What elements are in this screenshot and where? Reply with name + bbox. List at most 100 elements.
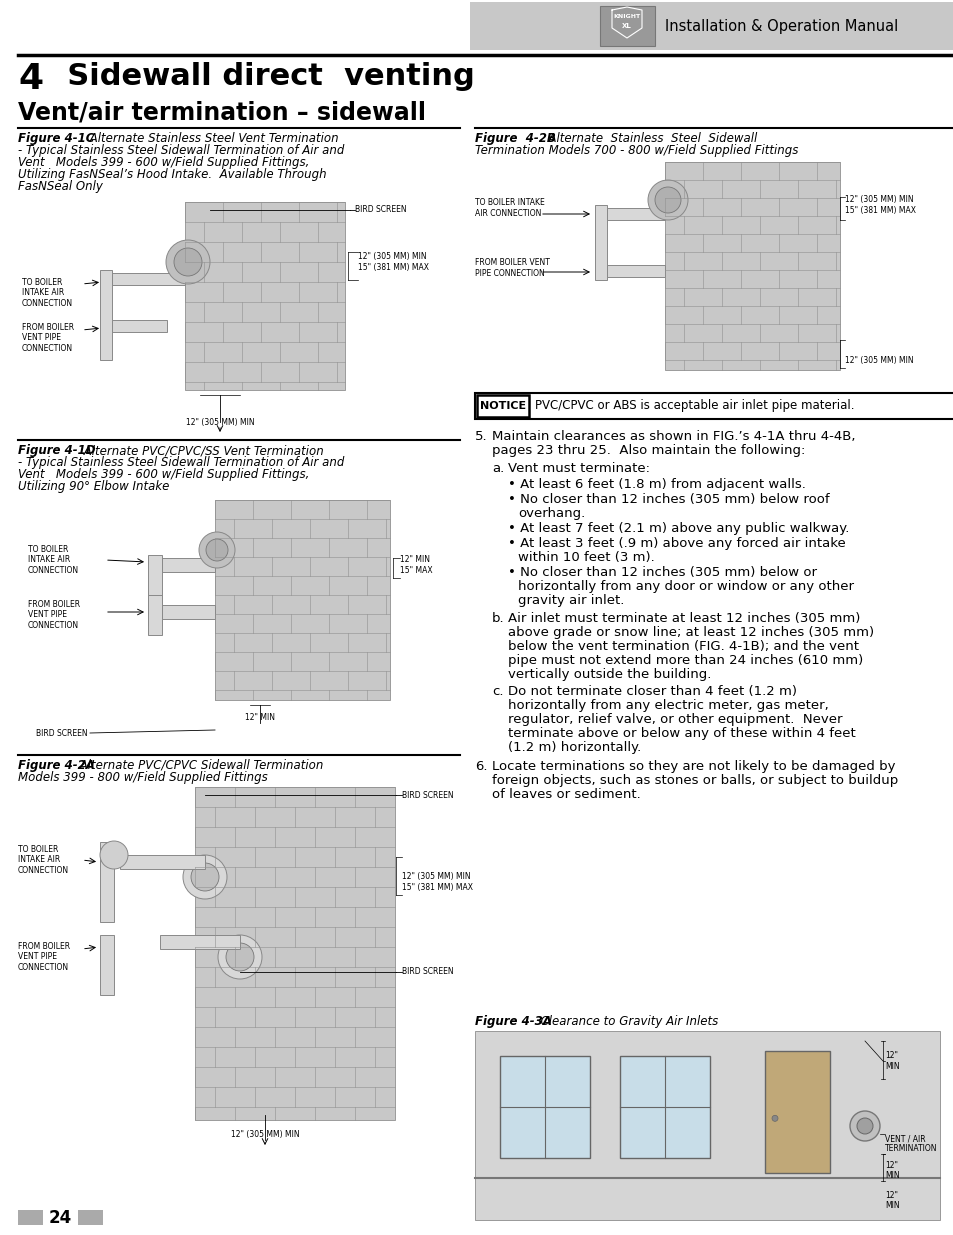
Text: Figure 4-1C: Figure 4-1C [18, 132, 94, 144]
Text: FROM BOILER
VENT PIPE
CONNECTION: FROM BOILER VENT PIPE CONNECTION [22, 324, 74, 353]
Text: PVC/CPVC or ABS is acceptable air inlet pipe material.: PVC/CPVC or ABS is acceptable air inlet … [535, 399, 854, 412]
Text: BIRD SCREEN: BIRD SCREEN [355, 205, 406, 215]
Text: VENT / AIR
TERMINATION: VENT / AIR TERMINATION [884, 1134, 937, 1153]
Circle shape [191, 863, 219, 890]
Text: 24: 24 [49, 1209, 71, 1228]
Text: • At least 7 feet (2.1 m) above any public walkway.: • At least 7 feet (2.1 m) above any publ… [507, 522, 848, 535]
Bar [606, 207, 664, 220]
Text: • No closer than 12 inches (305 mm) below or: • No closer than 12 inches (305 mm) belo… [507, 566, 816, 579]
Text: TO BOILER INTAKE
AIR CONNECTION: TO BOILER INTAKE AIR CONNECTION [475, 199, 544, 217]
Text: pipe must not extend more than 24 inches (610 mm): pipe must not extend more than 24 inches… [507, 655, 862, 667]
Text: • No closer than 12 inches (305 mm) below roof: • No closer than 12 inches (305 mm) belo… [507, 493, 829, 506]
Text: FROM BOILER VENT
PIPE CONNECTION: FROM BOILER VENT PIPE CONNECTION [475, 258, 549, 278]
Text: gravity air inlet.: gravity air inlet. [517, 594, 623, 606]
Text: Air inlet must terminate at least 12 inches (305 mm): Air inlet must terminate at least 12 inc… [507, 613, 860, 625]
Text: BIRD SCREEN: BIRD SCREEN [36, 729, 88, 737]
Bar [148, 595, 162, 635]
Text: of leaves or sediment.: of leaves or sediment. [492, 788, 640, 802]
Circle shape [206, 538, 228, 561]
Circle shape [218, 935, 262, 979]
Text: FROM BOILER
VENT PIPE
CONNECTION: FROM BOILER VENT PIPE CONNECTION [18, 942, 71, 972]
Circle shape [226, 944, 253, 971]
Text: Vent/air termination – sidewall: Vent/air termination – sidewall [18, 100, 426, 124]
Text: Vent must terminate:: Vent must terminate: [507, 462, 649, 475]
Text: Termination Models 700 - 800 w/Field Supplied Fittings: Termination Models 700 - 800 w/Field Sup… [475, 144, 798, 157]
Text: terminate above or below any of these within 4 feet: terminate above or below any of these wi… [507, 727, 855, 740]
Text: overhang.: overhang. [517, 508, 584, 520]
Text: Alternate PVC/CPVC/SS Vent Termination: Alternate PVC/CPVC/SS Vent Termination [80, 445, 323, 457]
Text: 12" (305 MM) MIN: 12" (305 MM) MIN [186, 417, 254, 426]
Text: 12"
MIN: 12" MIN [884, 1051, 899, 1071]
Text: Sidewall direct  venting: Sidewall direct venting [46, 62, 475, 91]
Text: • At least 6 feet (1.8 m) from adjacent walls.: • At least 6 feet (1.8 m) from adjacent … [507, 478, 805, 492]
Text: - Typical Stainless Steel Sidewall Termination of Air and: - Typical Stainless Steel Sidewall Termi… [18, 456, 344, 469]
Bar [595, 205, 606, 280]
Text: vertically outside the building.: vertically outside the building. [507, 668, 711, 680]
Bar [194, 787, 395, 1120]
Text: Figure 4-3A: Figure 4-3A [475, 1015, 551, 1028]
Text: Alternate PVC/CPVC Sidewall Termination: Alternate PVC/CPVC Sidewall Termination [76, 760, 323, 772]
Text: b.: b. [492, 613, 504, 625]
Bar [148, 555, 162, 625]
Text: 5.: 5. [475, 430, 487, 443]
Text: Do not terminate closer than 4 feet (1.2 m): Do not terminate closer than 4 feet (1.2… [507, 685, 796, 698]
Text: 12" (305 MM) MIN
15" (381 MM) MAX: 12" (305 MM) MIN 15" (381 MM) MAX [357, 252, 429, 272]
Bar [475, 1031, 939, 1220]
Text: • At least 3 feet (.9 m) above any forced air intake: • At least 3 feet (.9 m) above any force… [507, 537, 845, 550]
Text: Utilizing 90° Elbow Intake: Utilizing 90° Elbow Intake [18, 480, 170, 493]
Text: Figure 4-1D: Figure 4-1D [18, 445, 95, 457]
Bar [100, 842, 113, 923]
Text: 12" (305 MM) MIN
15" (381 MM) MAX: 12" (305 MM) MIN 15" (381 MM) MAX [401, 872, 473, 892]
Bar [470, 2, 953, 49]
Text: Alternate Stainless Steel Vent Termination: Alternate Stainless Steel Vent Terminati… [86, 132, 338, 144]
Bar [120, 855, 205, 869]
Bar [100, 935, 113, 995]
Circle shape [166, 240, 210, 284]
Bar [599, 6, 655, 46]
Text: horizontally from any electric meter, gas meter,: horizontally from any electric meter, ga… [507, 699, 828, 713]
Circle shape [849, 1112, 879, 1141]
Text: Models 399 - 800 w/Field Supplied Fittings: Models 399 - 800 w/Field Supplied Fittin… [18, 771, 268, 784]
Bar [606, 266, 664, 277]
Text: 12" (305 MM) MIN
15" (381 MM) MAX: 12" (305 MM) MIN 15" (381 MM) MAX [844, 195, 915, 215]
Bar [100, 270, 112, 359]
Bar [475, 393, 953, 419]
Text: below the vent termination (FIG. 4-1B); and the vent: below the vent termination (FIG. 4-1B); … [507, 640, 858, 653]
Circle shape [100, 841, 128, 869]
Text: Utilizing FasNSeal’s Hood Intake.  Available Through: Utilizing FasNSeal’s Hood Intake. Availa… [18, 168, 326, 182]
Text: Clearance to Gravity Air Inlets: Clearance to Gravity Air Inlets [533, 1015, 718, 1028]
Text: within 10 feet (3 m).: within 10 feet (3 m). [517, 551, 654, 564]
Text: Locate terminations so they are not likely to be damaged by: Locate terminations so they are not like… [492, 760, 895, 773]
Text: BIRD SCREEN: BIRD SCREEN [401, 790, 453, 799]
Circle shape [199, 532, 234, 568]
Bar [476, 395, 529, 417]
Circle shape [173, 248, 202, 275]
Text: - Typical Stainless Steel Sidewall Termination of Air and: - Typical Stainless Steel Sidewall Termi… [18, 144, 344, 157]
Text: XL: XL [621, 23, 631, 28]
Text: Maintain clearances as shown in FIG.’s 4-1A thru 4-4B,: Maintain clearances as shown in FIG.’s 4… [492, 430, 855, 443]
Text: 12"
MIN: 12" MIN [884, 1191, 899, 1210]
Text: KNIGHT: KNIGHT [613, 14, 639, 19]
Bar [160, 935, 240, 948]
Circle shape [655, 186, 680, 212]
Text: above grade or snow line; at least 12 inches (305 mm): above grade or snow line; at least 12 in… [507, 626, 873, 638]
Bar [112, 273, 185, 285]
Text: 12" MIN: 12" MIN [245, 713, 274, 721]
Circle shape [856, 1118, 872, 1134]
Text: regulator, relief valve, or other equipment.  Never: regulator, relief valve, or other equipm… [507, 713, 841, 726]
Circle shape [183, 855, 227, 899]
Text: Figure 4-2A: Figure 4-2A [18, 760, 94, 772]
Bar [619, 1056, 709, 1158]
Text: TO BOILER
INTAKE AIR
CONNECTION: TO BOILER INTAKE AIR CONNECTION [18, 845, 69, 874]
Text: 12"
MIN: 12" MIN [884, 1161, 899, 1181]
Circle shape [647, 180, 687, 220]
Text: a.: a. [492, 462, 504, 475]
Bar [214, 500, 390, 700]
Text: 12" MIN
15" MAX: 12" MIN 15" MAX [399, 556, 432, 574]
Bar [112, 320, 167, 332]
Bar [78, 1210, 103, 1225]
Text: Installation & Operation Manual: Installation & Operation Manual [664, 19, 898, 33]
Bar [18, 1210, 43, 1225]
Text: NOTICE: NOTICE [479, 401, 525, 411]
Text: (1.2 m) horizontally.: (1.2 m) horizontally. [507, 741, 640, 755]
